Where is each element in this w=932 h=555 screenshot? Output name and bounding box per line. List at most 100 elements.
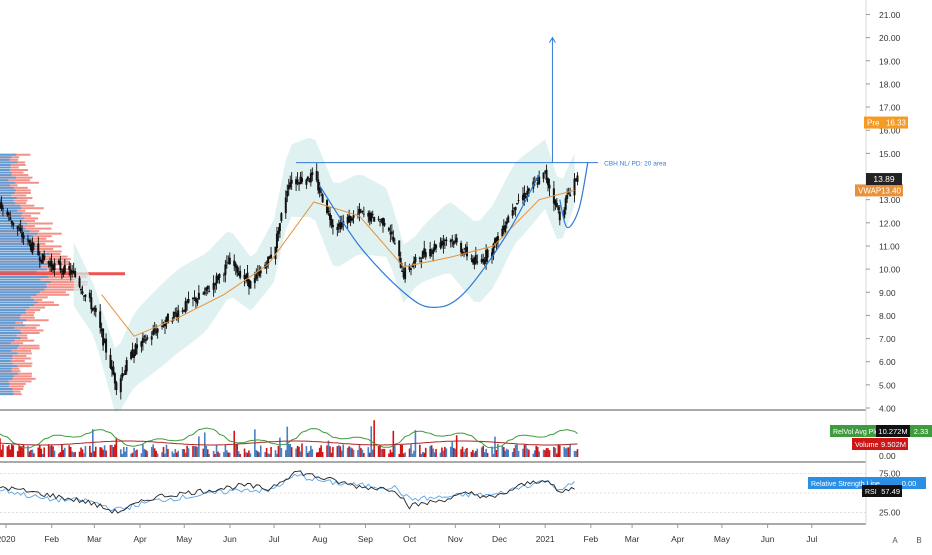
relvol-extra: 2.33 <box>914 427 929 436</box>
candle-body <box>1 208 4 210</box>
candle-body <box>392 236 395 242</box>
candle-body <box>451 239 454 241</box>
candle-body <box>557 207 560 210</box>
volume-bar <box>145 449 147 457</box>
volume-bar <box>84 446 87 457</box>
volume-bar <box>329 446 331 457</box>
volume-bar <box>100 447 103 457</box>
profile-bar-down <box>0 181 39 184</box>
candle-body <box>383 222 386 226</box>
candle-body <box>280 213 283 221</box>
candle-body <box>412 261 415 264</box>
price-tick-label: 20.00 <box>879 33 901 43</box>
volume-bar <box>558 445 561 457</box>
candle-body <box>52 265 55 271</box>
profile-bar-up <box>0 184 10 187</box>
candle-body <box>206 285 209 290</box>
profile-bar-up <box>0 365 18 368</box>
volume-bar <box>348 446 350 457</box>
candle-body <box>181 310 184 312</box>
profile-bar-up <box>0 293 37 296</box>
time-tick-label: Oct <box>403 534 417 544</box>
volume-value: 9.502M <box>881 440 906 449</box>
candle-body <box>212 282 215 290</box>
candle-body <box>152 330 155 335</box>
volume-bar <box>363 453 365 457</box>
candle-body <box>505 221 508 225</box>
volume-bar <box>280 447 283 457</box>
volume-bar <box>357 450 359 457</box>
volume-bar <box>162 446 165 457</box>
volume-bar <box>338 445 340 457</box>
volume-bar <box>472 449 474 457</box>
volume-bar <box>326 445 328 457</box>
volume-bar <box>466 447 468 457</box>
candle-body <box>439 242 442 248</box>
log-scale-toggle[interactable]: B <box>916 536 921 545</box>
volume-bar <box>399 444 402 457</box>
volume-bar <box>102 449 104 457</box>
candle-body <box>224 264 227 275</box>
volume-bar <box>33 453 35 457</box>
auto-scale-toggle[interactable]: A <box>892 536 898 545</box>
volume-bar <box>19 446 22 457</box>
volume-bar <box>505 448 508 457</box>
candle-body <box>125 359 128 372</box>
candle-body <box>308 180 311 183</box>
candle-body <box>131 349 134 358</box>
price-tick-label: 19.00 <box>879 56 901 66</box>
candle-body <box>115 382 118 391</box>
volume-bar <box>8 445 10 457</box>
volume-bar <box>522 448 524 457</box>
candle-body <box>40 259 43 263</box>
candle-body <box>28 240 31 243</box>
profile-bar-up <box>0 352 18 355</box>
profile-bar-up <box>0 171 12 174</box>
volume-bar <box>545 448 548 457</box>
candle-body <box>225 261 228 263</box>
volume-bar <box>526 448 529 457</box>
candle-body <box>233 260 236 266</box>
time-tick-label: Apr <box>671 534 684 544</box>
volume-bar <box>279 437 281 457</box>
volume-bar <box>507 449 510 457</box>
volume-bar <box>382 448 384 457</box>
profile-bar-down <box>0 194 27 197</box>
candle-body <box>84 294 87 297</box>
volume-bar <box>495 450 498 457</box>
vwap-label: VWAP <box>858 186 881 195</box>
price-tick-label: 8.00 <box>879 311 896 321</box>
volume-bar <box>536 446 539 457</box>
candle-body <box>545 169 548 180</box>
volume-bar <box>9 449 12 457</box>
profile-bar-up <box>0 344 20 347</box>
volume-bar <box>567 447 570 457</box>
volume-bar <box>473 452 476 457</box>
volume-bar <box>92 429 94 457</box>
profile-bar-up <box>0 161 18 164</box>
volume-bar <box>256 451 259 457</box>
volume-bar <box>37 447 40 457</box>
candle-body <box>476 261 479 263</box>
profile-bar-down <box>0 354 27 357</box>
candle-body <box>362 213 365 215</box>
volume-bar <box>547 448 549 457</box>
volume-bar <box>330 452 333 457</box>
candle-body <box>432 249 435 255</box>
candle-body <box>278 223 281 232</box>
price-tick-label: 15.00 <box>879 149 901 159</box>
profile-bar-down <box>0 329 44 332</box>
volume-bar <box>122 446 125 457</box>
candle-body <box>202 293 205 295</box>
volume-bar <box>535 445 538 457</box>
profile-bar-down <box>0 199 28 202</box>
candle-body <box>187 298 190 303</box>
candle-body <box>121 373 124 378</box>
volume-bar <box>542 449 545 457</box>
volume-bar <box>379 445 381 457</box>
candle-body <box>32 243 35 245</box>
time-tick-label: Feb <box>584 534 599 544</box>
candle-body <box>454 240 457 243</box>
candle-body <box>482 258 485 263</box>
